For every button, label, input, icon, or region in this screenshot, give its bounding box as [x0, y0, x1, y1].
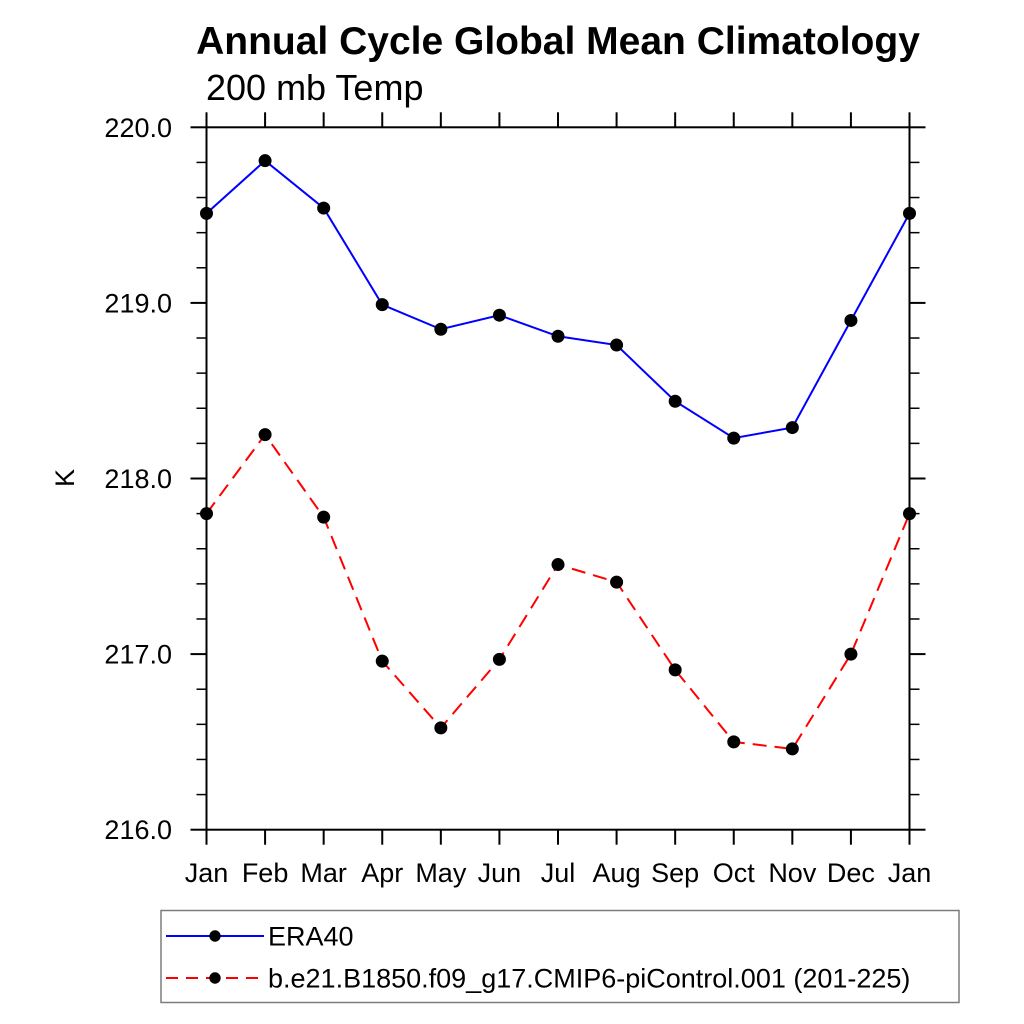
data-point-marker	[903, 206, 916, 220]
legend: ERA40 b.e21.B1850.f09_g17.CMIP6-piControl…	[160, 909, 960, 1004]
data-point-marker	[785, 421, 799, 435]
x-tick-label: Feb	[242, 858, 289, 888]
data-point-marker	[844, 313, 858, 327]
plot-area: Jan Feb Mar Apr May Jun Jul Aug Sep Oct Nov Dec Jan 2…	[104, 112, 931, 888]
legend-label: b.e21.B1850.f09_g17.CMIP6-piControl.001 …	[268, 964, 910, 994]
data-point-marker	[492, 308, 506, 322]
x-tick-label: May	[415, 858, 467, 888]
series-line-0	[205, 159, 911, 440]
x-tick-label: Jan	[888, 858, 932, 888]
data-point-marker	[200, 507, 213, 521]
series-line-1	[205, 432, 911, 750]
chart-title: Annual Cycle Global Mean Climatology	[196, 20, 920, 63]
x-tick-label: Oct	[713, 858, 756, 888]
y-tick-label: 216.0	[104, 815, 172, 845]
data-point-marker	[375, 298, 389, 312]
x-tick-label: Jul	[541, 858, 576, 888]
legend-marker	[209, 930, 221, 942]
x-tick-label: Aug	[593, 858, 641, 888]
y-tick-label: 219.0	[104, 288, 172, 318]
data-point-marker	[785, 742, 799, 756]
data-point-marker	[434, 322, 448, 336]
data-point-marker	[434, 721, 448, 735]
y-axis-label: K	[50, 469, 80, 487]
data-point-marker	[727, 431, 741, 445]
x-tick-label: Sep	[651, 858, 699, 888]
data-point-marker	[551, 329, 565, 343]
data-point-marker	[610, 575, 624, 589]
data-point-marker	[317, 201, 331, 215]
x-tick-label: Mar	[300, 858, 347, 888]
data-point-marker	[258, 428, 272, 442]
legend-marker	[209, 972, 221, 984]
legend-box	[160, 909, 960, 1004]
x-tick-label: Apr	[361, 858, 403, 888]
x-tick-label: Dec	[827, 858, 875, 888]
x-tick-label: Nov	[768, 858, 817, 888]
legend-label: ERA40	[268, 922, 354, 952]
y-tick-label: 218.0	[104, 464, 172, 494]
data-point-marker	[200, 206, 213, 220]
data-point-marker	[668, 394, 682, 408]
chart-subtitle: 200 mb Temp	[206, 67, 423, 108]
data-point-marker	[727, 735, 741, 749]
data-point-marker	[258, 154, 272, 168]
data-point-marker	[668, 663, 682, 677]
data-point-marker	[492, 652, 506, 666]
x-tick-label: Jun	[478, 858, 522, 888]
x-tick-label: Jan	[185, 858, 229, 888]
plot-frame	[205, 126, 911, 831]
y-tick-label: 220.0	[104, 113, 172, 143]
data-point-marker	[375, 654, 389, 668]
data-point-marker	[551, 558, 565, 572]
y-tick-label: 217.0	[104, 640, 172, 670]
data-point-marker	[610, 338, 624, 352]
data-point-marker	[903, 507, 916, 521]
data-point-marker	[844, 647, 858, 661]
data-point-marker	[317, 510, 331, 524]
